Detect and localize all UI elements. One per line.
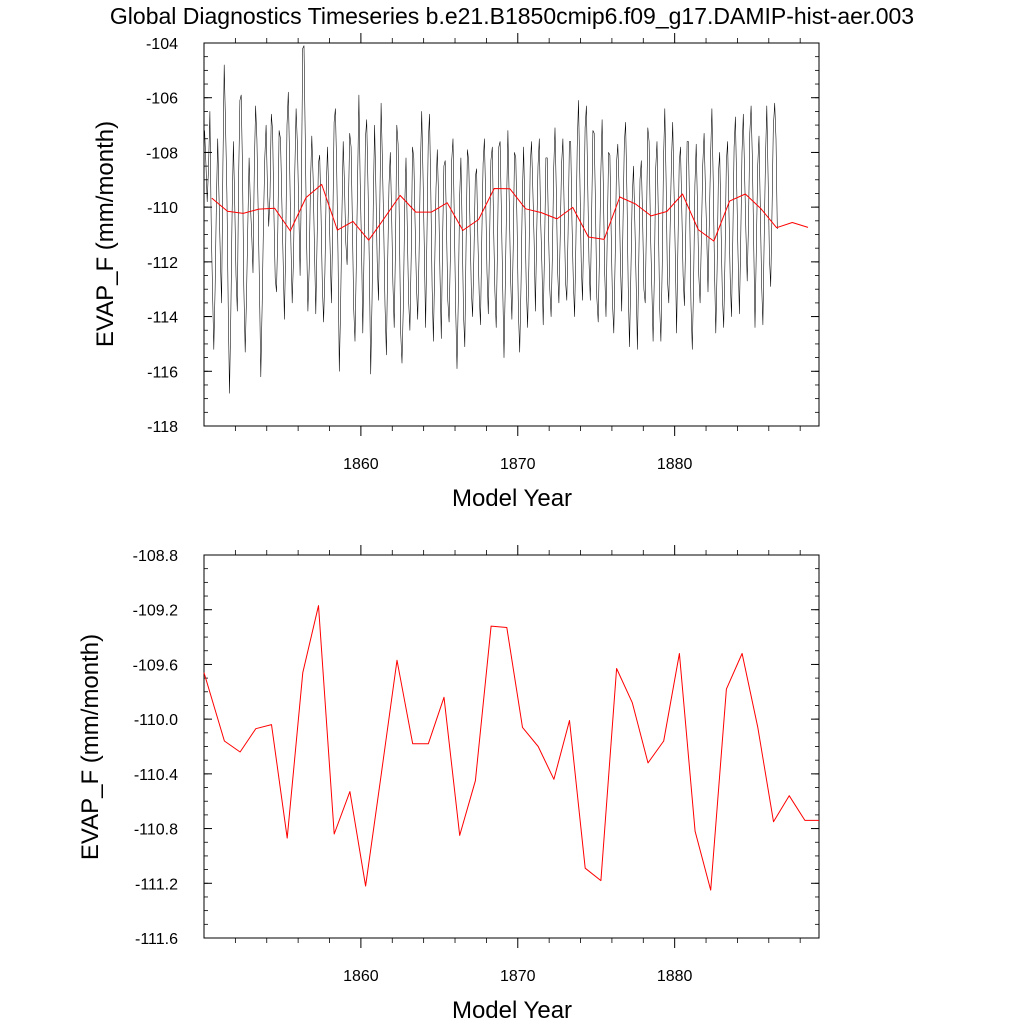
bottom-x-tick-labels: 1860 1870 1880 [343,968,692,985]
top-plot-frame [203,42,820,427]
top-x-tick-labels: 1860 1870 1880 [343,456,692,473]
top-panel: -118 -116 -114 -112 -110 -108 -106 -104 1860 187… [92,33,820,512]
top-x-tick-label: 1880 [657,456,693,473]
bottom-x-tick-label: 1860 [343,968,379,985]
bottom-annual-mean-line [203,605,819,891]
bottom-y-tick-label: -111.2 [135,876,178,893]
top-y-tick-label: -118 [147,419,178,436]
top-xlabel: Model Year [452,485,572,512]
bottom-panel: -111.6 -111.2 -110.8 -110.4 -110.0 -109.6 -109… [77,545,820,1024]
figure-title: Global Diagnostics Timeseries b.e21.B185… [110,3,914,29]
top-x-tick-label: 1860 [343,456,379,473]
top-y-tick-label: -112 [147,255,178,272]
top-monthly-line [204,45,778,394]
bottom-ylabel: EVAP_F (mm/month) [77,634,104,860]
top-y-tick-labels: -118 -116 -114 -112 -110 -108 -106 -104 [146,36,178,436]
bottom-y-tick-label: -108.8 [133,548,178,565]
top-x-tick-label: 1870 [500,456,536,473]
bottom-xlabel: Model Year [452,997,572,1024]
top-y-tick-label: -106 [146,91,178,108]
top-y-tick-label: -108 [146,145,178,162]
bottom-y-tick-label: -109.6 [133,657,178,674]
top-annual-mean-line [211,183,809,242]
top-y-tick-label: -114 [147,310,178,327]
top-y-tick-label: -104 [146,36,178,53]
top-y-tick-label: -110 [147,200,178,217]
bottom-y-tick-label: -111.6 [135,931,178,948]
bottom-y-tick-label: -109.2 [133,603,178,620]
bottom-x-tick-label: 1880 [657,968,693,985]
bottom-y-tick-label: -110.0 [134,712,178,729]
bottom-y-tick-labels: -111.6 -111.2 -110.8 -110.4 -110.0 -109.6 -109… [133,548,178,948]
bottom-y-tick-label: -110.8 [134,822,178,839]
bottom-y-tick-label: -110.4 [134,767,178,784]
bottom-x-tick-label: 1870 [500,968,536,985]
top-y-tick-label: -116 [147,364,178,381]
top-ylabel: EVAP_F (mm/month) [92,121,119,347]
